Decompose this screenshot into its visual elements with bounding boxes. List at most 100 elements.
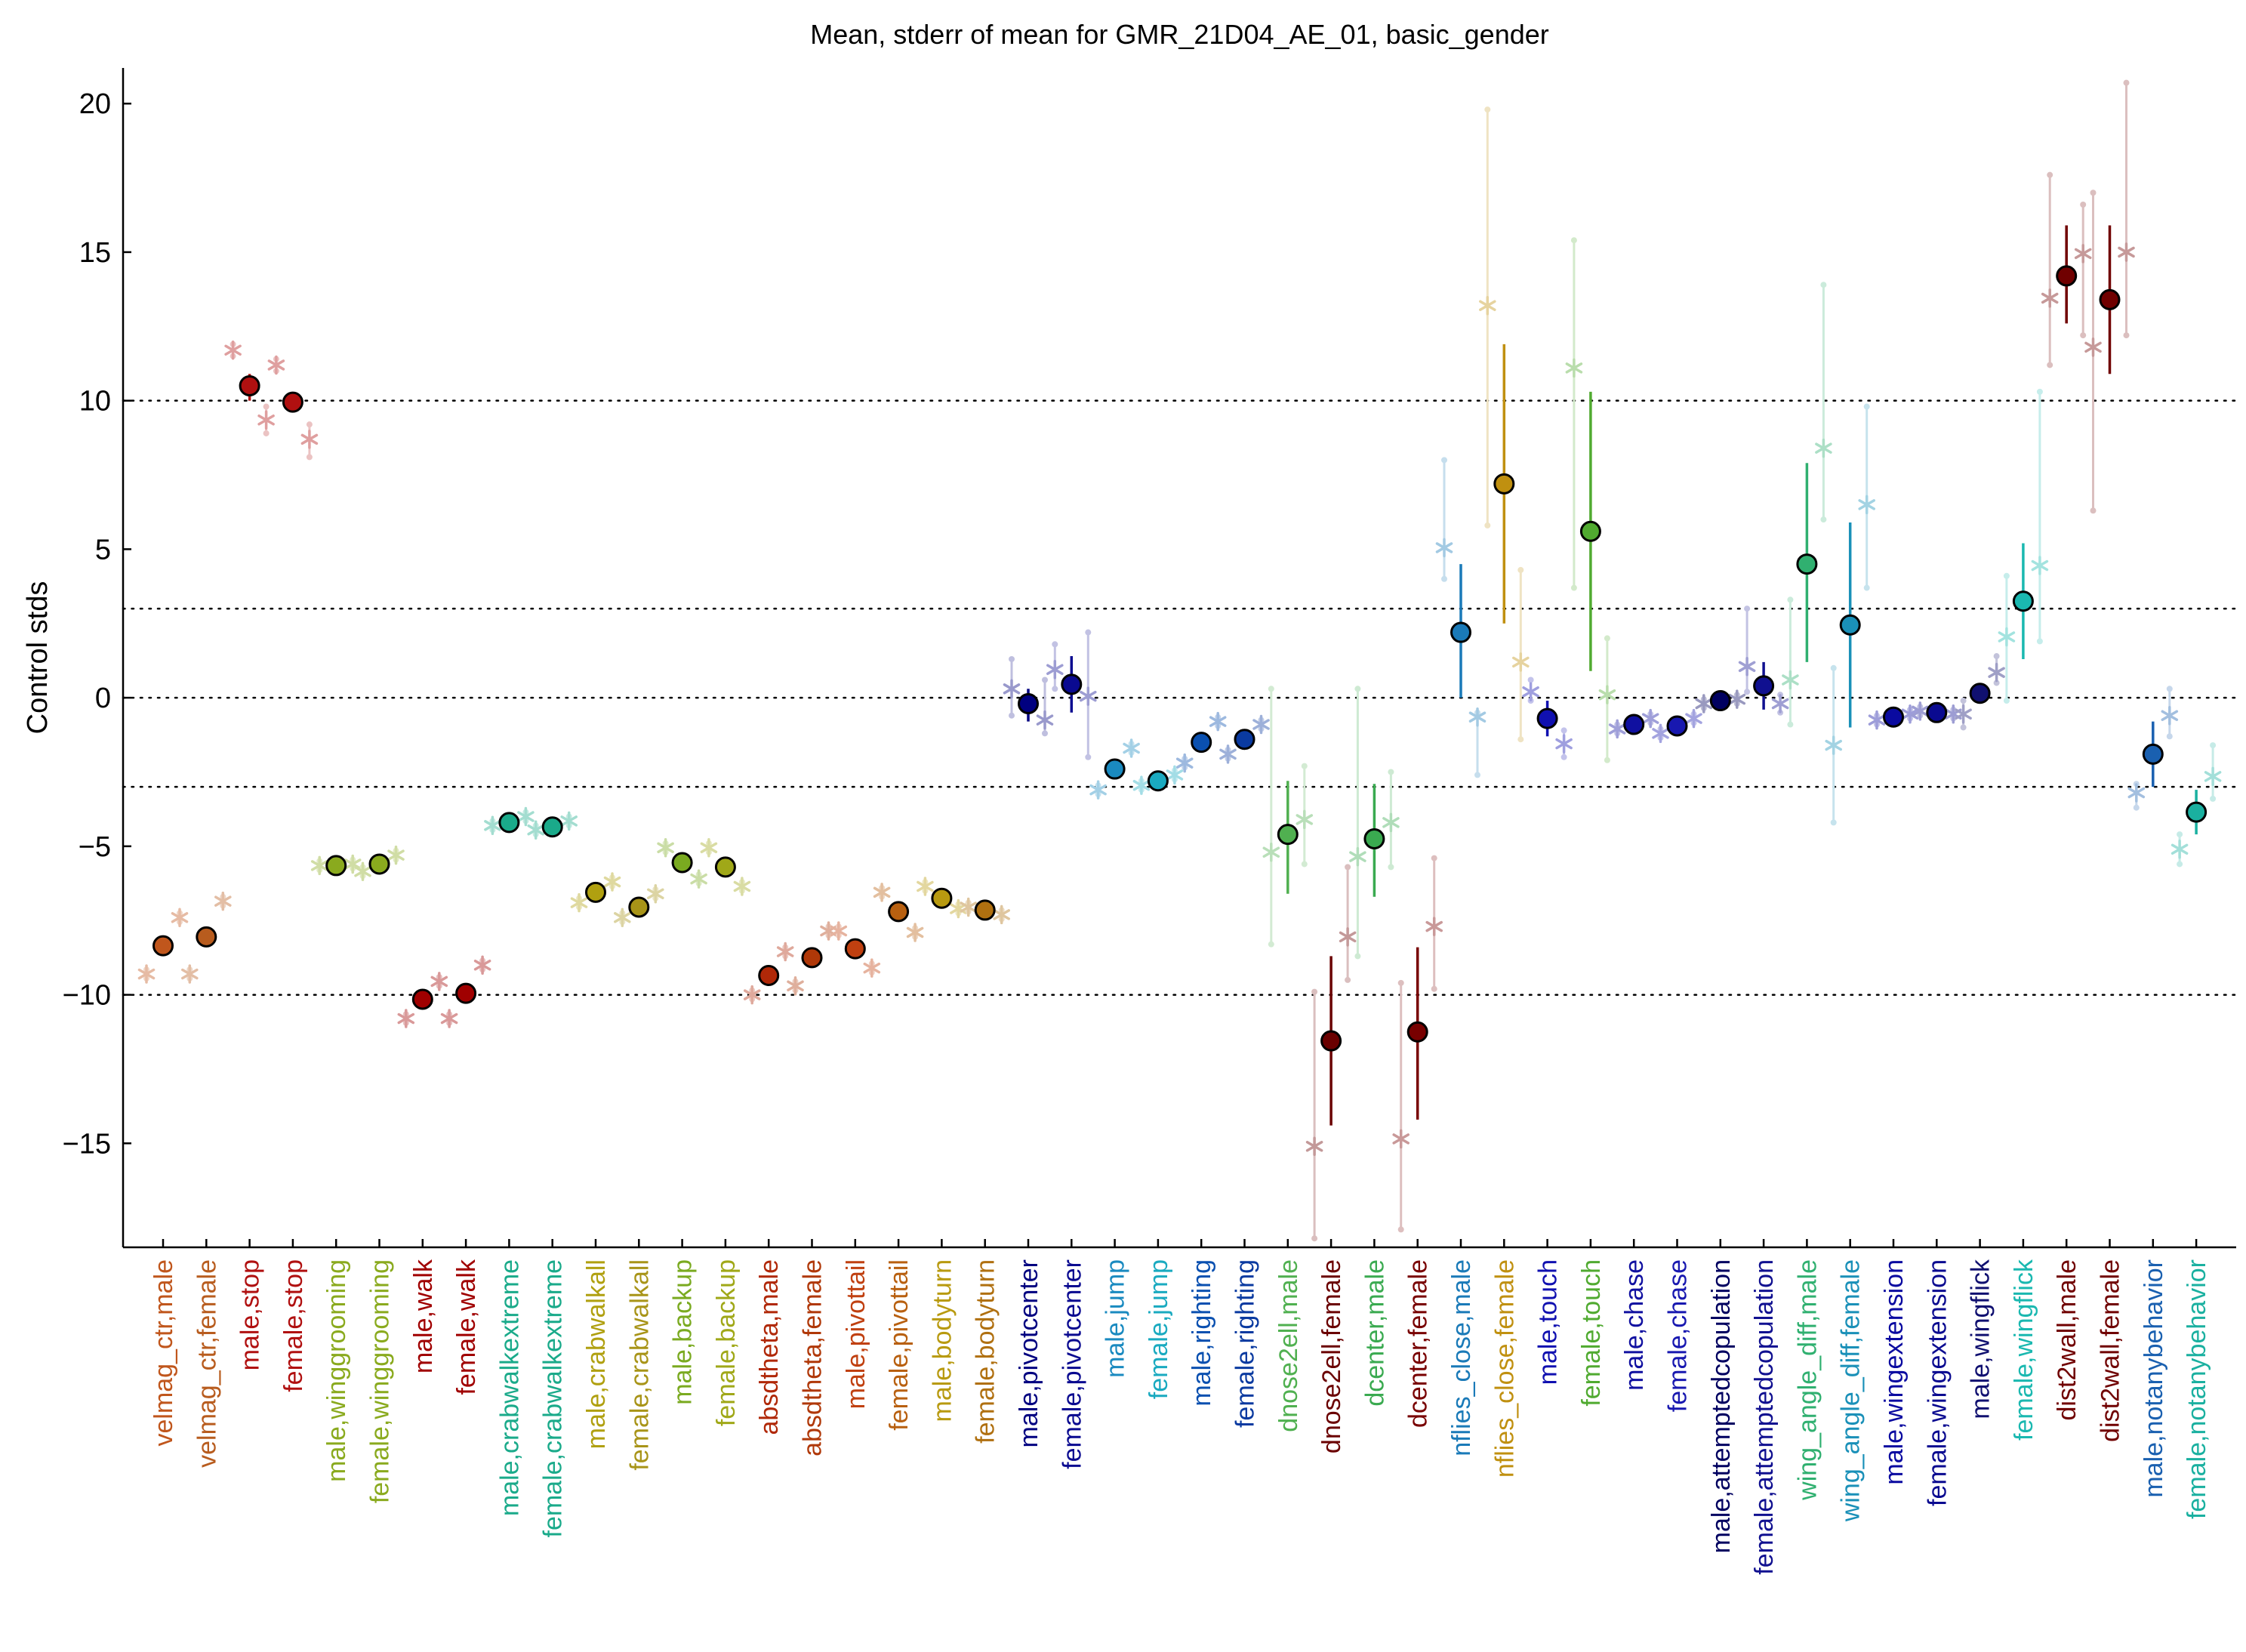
replicate-error-cap — [306, 454, 313, 461]
mean-marker — [1926, 701, 1948, 723]
replicate-marker-stroke — [1479, 300, 1496, 312]
replicate-marker — [917, 877, 934, 896]
replicate-error-cap — [1604, 757, 1610, 763]
replicate-marker — [960, 897, 977, 917]
x-tick-label: absdtheta,male — [755, 1259, 784, 1435]
replicate-error-cap — [2166, 686, 2173, 692]
category-points — [527, 811, 578, 840]
x-tick-label: male,stop — [236, 1259, 265, 1370]
mean-marker — [411, 988, 433, 1010]
replicate-error-cap — [1993, 653, 2000, 660]
category-points — [614, 884, 664, 928]
replicate-marker — [1046, 659, 1064, 680]
replicate-error-cap — [2123, 79, 2130, 86]
mean-marker — [1753, 675, 1775, 697]
x-tick-label: male,touch — [1534, 1259, 1563, 1385]
replicate-error-cap — [1787, 596, 1794, 603]
replicate-marker-stroke — [1392, 1133, 1410, 1145]
y-tick-label: −10 — [63, 980, 111, 1012]
mean-marker — [368, 853, 390, 875]
replicate-error-cap — [263, 403, 270, 410]
replicate-marker — [906, 923, 924, 942]
mean-marker — [1406, 1021, 1428, 1043]
x-tick-label: female,pivottail — [885, 1259, 913, 1431]
replicate-marker-stroke — [1089, 784, 1107, 796]
replicate-marker — [733, 877, 751, 896]
replicate-marker-stroke — [2127, 787, 2146, 799]
replicate-marker — [2118, 242, 2135, 262]
replicate-error-cap — [1560, 754, 1567, 760]
category-points — [1262, 686, 1314, 948]
category-points — [1392, 855, 1443, 1233]
mean-marker — [1709, 690, 1731, 712]
replicate-marker-stroke — [2204, 771, 2222, 782]
replicate-marker-stroke — [257, 414, 275, 426]
replicate-error-cap — [1311, 988, 1318, 995]
replicate-marker-stroke — [1728, 693, 1746, 705]
replicate-marker-stroke — [214, 895, 232, 907]
chart-title: Mean, stderr of mean for GMR_21D04_AE_01… — [810, 19, 1549, 50]
category-points — [1219, 714, 1270, 764]
category-points — [1565, 237, 1616, 763]
category-points — [2084, 79, 2135, 514]
replicate-error-cap — [1345, 976, 1351, 983]
replicate-marker — [1132, 775, 1151, 795]
axes — [122, 68, 2236, 1249]
category-points — [1349, 686, 1400, 960]
category-points — [224, 341, 275, 436]
category-points — [657, 838, 707, 889]
replicate-marker — [1685, 708, 1702, 729]
x-tick-label: dist2wall,female — [2097, 1259, 2125, 1442]
replicate-marker — [517, 806, 535, 827]
category-points — [2127, 686, 2179, 811]
replicate-error-cap — [1052, 641, 1058, 648]
replicate-marker-stroke — [1262, 846, 1280, 858]
replicate-marker-stroke — [1988, 667, 2005, 678]
replicate-marker-stroke — [1685, 713, 1702, 724]
replicate-marker — [1858, 495, 1875, 515]
replicate-error-cap — [2166, 733, 2173, 740]
replicate-marker — [1349, 846, 1366, 867]
replicate-marker — [603, 872, 621, 892]
replicate-marker — [647, 884, 664, 904]
replicate-error-cap — [1009, 655, 1015, 662]
mean-marker — [758, 964, 780, 986]
replicate-marker-stroke — [700, 842, 718, 854]
replicate-marker-stroke — [1252, 719, 1270, 730]
replicate-marker-stroke — [1425, 920, 1443, 932]
replicate-error-cap — [2080, 332, 2087, 339]
replicate-error-cap — [1484, 522, 1491, 529]
x-tick-label: dnose2ell,female — [1317, 1259, 1346, 1453]
replicate-error-cap — [2090, 190, 2097, 196]
x-tick-label: velmag_ctr,male — [149, 1259, 178, 1447]
category-points — [700, 838, 751, 896]
replicate-marker — [2161, 705, 2179, 726]
replicate-error-cap — [1787, 721, 1794, 728]
replicate-marker-stroke — [1349, 851, 1366, 862]
y-axis-label: Control stds — [22, 581, 54, 735]
replicate-marker-stroke — [1382, 817, 1400, 828]
replicate-marker — [830, 921, 848, 941]
replicate-marker-stroke — [137, 968, 156, 980]
replicate-marker-stroke — [300, 433, 319, 445]
replicate-error-cap — [2123, 332, 2130, 339]
x-tick-label: wing_angle_diff,male — [1793, 1259, 1822, 1501]
replicate-marker — [224, 341, 242, 360]
replicate-marker-stroke — [1782, 674, 1799, 686]
replicate-marker — [2041, 288, 2059, 308]
y-tick-label: 5 — [95, 534, 111, 566]
replicate-marker — [1382, 812, 1400, 833]
replicate-marker-stroke — [690, 873, 707, 885]
mean-marker — [1018, 692, 1039, 714]
replicate-marker — [2204, 766, 2222, 787]
replicate-error-cap — [2047, 171, 2053, 178]
replicate-marker — [1815, 438, 1832, 458]
replicate-marker — [473, 955, 491, 975]
mean-marker — [1104, 758, 1126, 780]
replicate-marker-stroke — [1468, 711, 1487, 723]
mean-marker — [1796, 553, 1818, 575]
mean-marker — [541, 816, 563, 838]
replicate-marker-stroke — [1858, 499, 1875, 510]
replicate-marker-stroke — [267, 359, 285, 371]
